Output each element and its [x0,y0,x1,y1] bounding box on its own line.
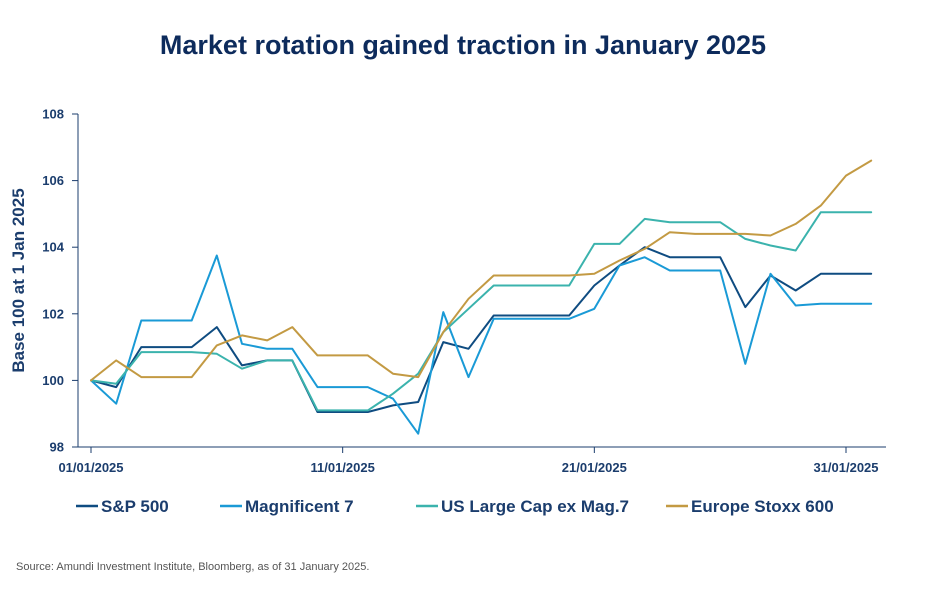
y-tick-label: 102 [42,306,64,321]
series-line-2 [90,211,873,412]
legend-label: S&P 500 [101,497,169,516]
y-tick-label: 106 [42,173,64,188]
series-line-1 [90,254,873,435]
legend-label: Europe Stoxx 600 [691,497,834,516]
x-tick-label: 21/01/2025 [562,460,627,475]
x-tick-label: 31/01/2025 [813,460,878,475]
legend-label: US Large Cap ex Mag.7 [441,497,629,516]
source-note: Source: Amundi Investment Institute, Blo… [16,561,370,573]
y-tick-label: 104 [42,240,64,255]
chart-title: Market rotation gained traction in Janua… [159,30,767,60]
series-line-0 [90,246,873,413]
series-line-3 [90,159,873,382]
x-tick-label: 11/01/2025 [310,460,374,475]
y-tick-label: 100 [42,373,64,388]
y-axis-label: Base 100 at 1 Jan 2025 [9,188,28,372]
y-tick-label: 98 [50,440,64,455]
legend-label: Magnificent 7 [245,497,354,516]
y-tick-label: 108 [42,107,64,122]
x-tick-label: 01/01/2025 [58,460,123,475]
